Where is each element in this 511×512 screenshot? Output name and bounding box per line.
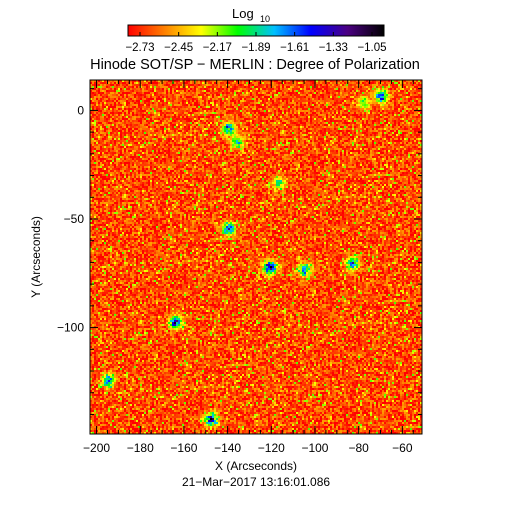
heatmap-image bbox=[90, 80, 422, 434]
x-tick-label: −100 bbox=[301, 441, 328, 455]
x-tick-label: −60 bbox=[392, 441, 413, 455]
colorbar: Log 10 −2.73 −2.45 −2.17 −1.89 −1.61 −1.33 −1.… bbox=[125, 6, 386, 54]
x-tick-label: −140 bbox=[214, 441, 241, 455]
colorbar-ticks: −2.73 −2.45 −2.17 −1.89 −1.61 −1.33 −1.05 bbox=[125, 32, 387, 54]
timestamp: 21−Mar−2017 13:16:01.086 bbox=[182, 475, 330, 489]
chart-title: Hinode SOT/SP − MERLIN : Degree of Polar… bbox=[90, 57, 420, 73]
x-axis: −200 −180 −160 −140 −120 −100 −80 −60 bbox=[83, 80, 414, 455]
x-tick-label: −200 bbox=[83, 441, 110, 455]
colorbar-tick-label: −1.33 bbox=[319, 42, 348, 54]
colorbar-label: Log bbox=[232, 6, 254, 21]
x-tick-label: −80 bbox=[348, 441, 369, 455]
colorbar-tick-label: −2.45 bbox=[164, 42, 193, 54]
colorbar-tick-label: −2.73 bbox=[125, 42, 154, 54]
plot-frame bbox=[89, 79, 423, 435]
y-axis-label: Y (Arcseconds) bbox=[29, 216, 43, 298]
x-tick-label: −180 bbox=[127, 441, 154, 455]
colorbar-tick-label: −1.89 bbox=[241, 42, 270, 54]
colorbar-tick-label: −2.17 bbox=[203, 42, 232, 54]
x-tick-label: −160 bbox=[170, 441, 197, 455]
y-axis: 0 −50 −100 bbox=[57, 88, 422, 415]
x-axis-label: X (Arcseconds) bbox=[215, 459, 297, 473]
y-tick-label: −100 bbox=[57, 321, 84, 335]
y-tick-label: 0 bbox=[77, 103, 84, 117]
colorbar-tick-label: −1.05 bbox=[357, 42, 386, 54]
x-tick-label: −120 bbox=[258, 441, 285, 455]
y-tick-label: −50 bbox=[64, 212, 85, 226]
colorbar-label-subscript: 10 bbox=[260, 14, 270, 24]
colorbar-tick-label: −1.61 bbox=[280, 42, 309, 54]
